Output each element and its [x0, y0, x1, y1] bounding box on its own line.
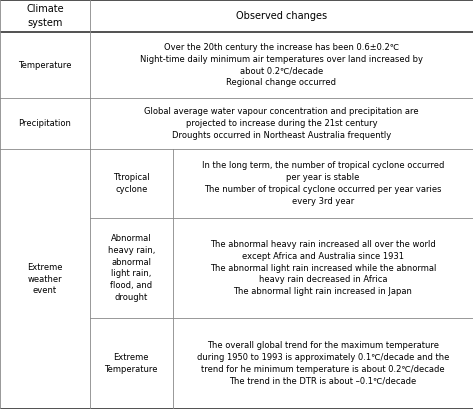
Text: The overall global trend for the maximum temperature
during 1950 to 1993 is appr: The overall global trend for the maximum… [197, 342, 449, 386]
Text: Precipitation: Precipitation [18, 119, 71, 128]
Text: Abnormal
heavy rain,
abnormal
light rain,
flood, and
drought: Abnormal heavy rain, abnormal light rain… [107, 234, 155, 302]
Text: Ttropical
cyclone: Ttropical cyclone [113, 173, 149, 194]
Text: Extreme
Temperature: Extreme Temperature [105, 353, 158, 374]
Text: In the long term, the number of tropical cyclone occurred
per year is stable
The: In the long term, the number of tropical… [201, 162, 444, 206]
Text: Observed changes: Observed changes [236, 11, 327, 21]
Text: Extreme
weather
event: Extreme weather event [27, 263, 63, 295]
Text: Over the 20th century the increase has been 0.6±0.2℃
Night-time daily minimum ai: Over the 20th century the increase has b… [140, 43, 423, 87]
Text: Climate
system: Climate system [26, 4, 64, 27]
Text: Temperature: Temperature [18, 61, 72, 70]
Text: Global average water vapour concentration and precipitation are
projected to inc: Global average water vapour concentratio… [144, 108, 419, 140]
Text: The abnormal heavy rain increased all over the world
except Africa and Australia: The abnormal heavy rain increased all ov… [210, 240, 436, 296]
